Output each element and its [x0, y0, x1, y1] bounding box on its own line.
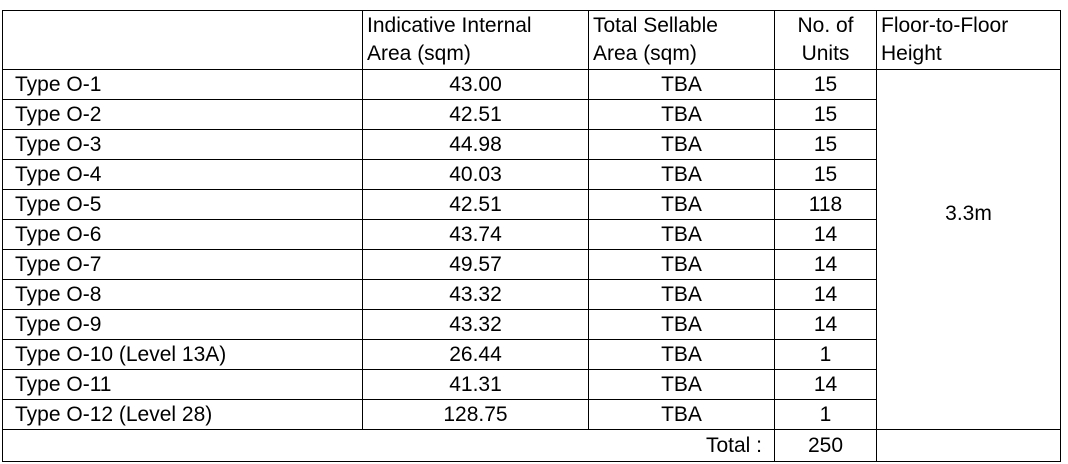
internal-area-cell: 43.32 — [362, 279, 589, 310]
header-units: No. of Units — [774, 10, 877, 70]
sellable-area-cell: TBA — [588, 99, 775, 130]
internal-area-cell: 43.32 — [362, 309, 589, 340]
header-floor-height-line1: Floor-to-Floor — [881, 14, 1009, 37]
sellable-area-cell: TBA — [588, 339, 775, 370]
header-sellable-area: Total Sellable Area (sqm) — [588, 10, 775, 70]
sellable-area-cell: TBA — [588, 309, 775, 340]
internal-area-cell: 40.03 — [362, 159, 589, 190]
units-cell: 118 — [774, 189, 877, 220]
units-cell: 15 — [774, 99, 877, 130]
unit-type-cell: Type O-4 — [2, 159, 363, 190]
unit-schedule-table: Indicative Internal Area (sqm) Total Sel… — [2, 10, 1061, 462]
unit-type-cell: Type O-7 — [2, 249, 363, 280]
header-internal-area-line2: Area (sqm) — [367, 42, 471, 65]
sellable-area-cell: TBA — [588, 159, 775, 190]
sellable-area-cell: TBA — [588, 369, 775, 400]
unit-type-cell: Type O-6 — [2, 219, 363, 250]
internal-area-cell: 41.31 — [362, 369, 589, 400]
sellable-area-cell: TBA — [588, 279, 775, 310]
table-row: Type O-5 42.51 TBA 118 — [2, 189, 1061, 220]
header-units-line1: No. of — [797, 14, 854, 37]
units-cell: 14 — [774, 249, 877, 280]
header-floor-height-line2: Height — [881, 42, 942, 65]
unit-type-cell: Type O-5 — [2, 189, 363, 220]
table-row: Type O-4 40.03 TBA 15 — [2, 159, 1061, 190]
total-row: Total : 250 — [2, 429, 1061, 462]
internal-area-cell: 42.51 — [362, 99, 589, 130]
unit-type-cell: Type O-2 — [2, 99, 363, 130]
sellable-area-cell: TBA — [588, 219, 775, 250]
units-cell: 15 — [774, 129, 877, 160]
header-internal-area: Indicative Internal Area (sqm) — [362, 10, 589, 70]
units-cell: 14 — [774, 369, 877, 400]
header-units-line2: Units — [801, 42, 850, 65]
total-label: Total : — [2, 429, 775, 462]
units-cell: 14 — [774, 279, 877, 310]
header-sellable-area-line1: Total Sellable — [593, 14, 718, 37]
unit-type-cell: Type O-8 — [2, 279, 363, 310]
header-floor-height: Floor-to-Floor Height — [876, 10, 1061, 70]
unit-type-cell: Type O-11 — [2, 369, 363, 400]
unit-type-cell: Type O-9 — [2, 309, 363, 340]
units-cell: 14 — [774, 219, 877, 250]
table-row: Type O-9 43.32 TBA 14 — [2, 309, 1061, 340]
header-blank-cell — [2, 10, 363, 70]
table-row: Type O-11 41.31 TBA 14 — [2, 369, 1061, 400]
internal-area-cell: 43.74 — [362, 219, 589, 250]
internal-area-cell: 44.98 — [362, 129, 589, 160]
table-row: Type O-12 (Level 28) 128.75 TBA 1 — [2, 399, 1061, 430]
sellable-area-cell: TBA — [588, 189, 775, 220]
units-cell: 14 — [774, 309, 877, 340]
units-cell: 15 — [774, 159, 877, 190]
total-value: 250 — [774, 429, 877, 462]
internal-area-cell: 42.51 — [362, 189, 589, 220]
internal-area-cell: 26.44 — [362, 339, 589, 370]
table-row: Type O-1 43.00 TBA 15 3.3m — [2, 69, 1061, 430]
units-cell: 1 — [774, 339, 877, 370]
table-row: Type O-2 42.51 TBA 15 — [2, 99, 1061, 130]
table-row: Type O-7 49.57 TBA 14 — [2, 249, 1061, 280]
sellable-area-cell: TBA — [588, 249, 775, 280]
sellable-area-cell: TBA — [588, 69, 775, 100]
unit-type-cell: Type O-10 (Level 13A) — [2, 339, 363, 370]
internal-area-cell: 43.00 — [362, 69, 589, 100]
total-blank-cell — [876, 429, 1061, 462]
units-cell: 1 — [774, 399, 877, 430]
table-row: Type O-6 43.74 TBA 14 — [2, 219, 1061, 250]
table-row: Type O-3 44.98 TBA 15 — [2, 129, 1061, 160]
unit-type-cell: Type O-12 (Level 28) — [2, 399, 363, 430]
unit-type-cell: Type O-3 — [2, 129, 363, 160]
floor-height-cell: 3.3m — [876, 69, 1061, 430]
internal-area-cell: 128.75 — [362, 399, 589, 430]
unit-type-cell: Type O-1 — [2, 69, 363, 100]
table-row: Type O-8 43.32 TBA 14 — [2, 279, 1061, 310]
header-internal-area-line1: Indicative Internal — [367, 14, 532, 37]
sellable-area-cell: TBA — [588, 399, 775, 430]
internal-area-cell: 49.57 — [362, 249, 589, 280]
header-sellable-area-line2: Area (sqm) — [593, 42, 697, 65]
units-cell: 15 — [774, 69, 877, 100]
header-row: Indicative Internal Area (sqm) Total Sel… — [2, 10, 1061, 70]
sellable-area-cell: TBA — [588, 129, 775, 160]
